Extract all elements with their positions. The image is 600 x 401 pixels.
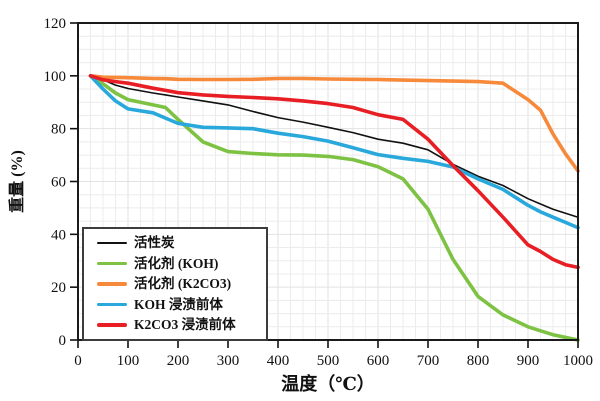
x-tick-label: 0 [74,353,82,369]
x-tick-label: 800 [467,353,490,369]
legend-label: 活性炭 [134,235,175,251]
legend-label: 活化剂 (K2CO3) [134,276,232,292]
y-tick-label: 120 [44,16,67,32]
legend: 活性炭活化剂 (KOH) 活化剂 (K2CO3) KOH 浸渍前体 K2CO3 浸渍前… [82,227,268,341]
x-tick-label: 100 [117,353,140,369]
y-tick-label: 100 [44,69,67,85]
series-line [88,74,580,173]
legend-item: 活化剂 (K2CO3) [97,277,262,291]
legend-item: 活化剂 (KOH) [97,257,262,271]
y-tick-label: 40 [51,227,66,243]
x-tick-label: 900 [517,353,540,369]
legend-label: K2CO3 浸渍前体 [134,317,236,332]
series-line [88,74,580,230]
y-tick-label: 0 [59,333,67,349]
y-tick-label: 80 [51,122,66,138]
legend-line-sample [97,322,127,327]
legend-label: 活化剂 (KOH) [134,255,219,271]
x-tick-label: 400 [267,353,290,369]
legend-item: K2CO3 浸渍前体 [97,318,262,332]
legend-line-sample [97,282,127,286]
legend-item: 活性炭 [97,236,262,250]
x-tick-label: 700 [417,353,440,369]
x-tick-label: 1000 [563,353,593,369]
legend-line-sample [97,242,127,244]
legend-label: KOH 浸渍前体 [134,296,223,312]
legend-line-sample [97,261,127,266]
x-tick-label: 300 [217,353,240,369]
x-axis-title: 温度（℃） [281,373,375,394]
y-tick-label: 60 [51,175,66,191]
series-line [88,74,580,270]
series-line [88,74,580,342]
x-tick-label: 500 [317,353,340,369]
legend-item: KOH 浸渍前体 [97,298,262,312]
plot-border [77,22,579,341]
y-axis-title: 重量 (%) [7,150,26,213]
x-tick-label: 600 [367,353,390,369]
legend-line-sample [97,302,127,307]
y-tick-label: 20 [51,280,66,296]
x-tick-label: 200 [167,353,190,369]
series-line [89,75,579,218]
